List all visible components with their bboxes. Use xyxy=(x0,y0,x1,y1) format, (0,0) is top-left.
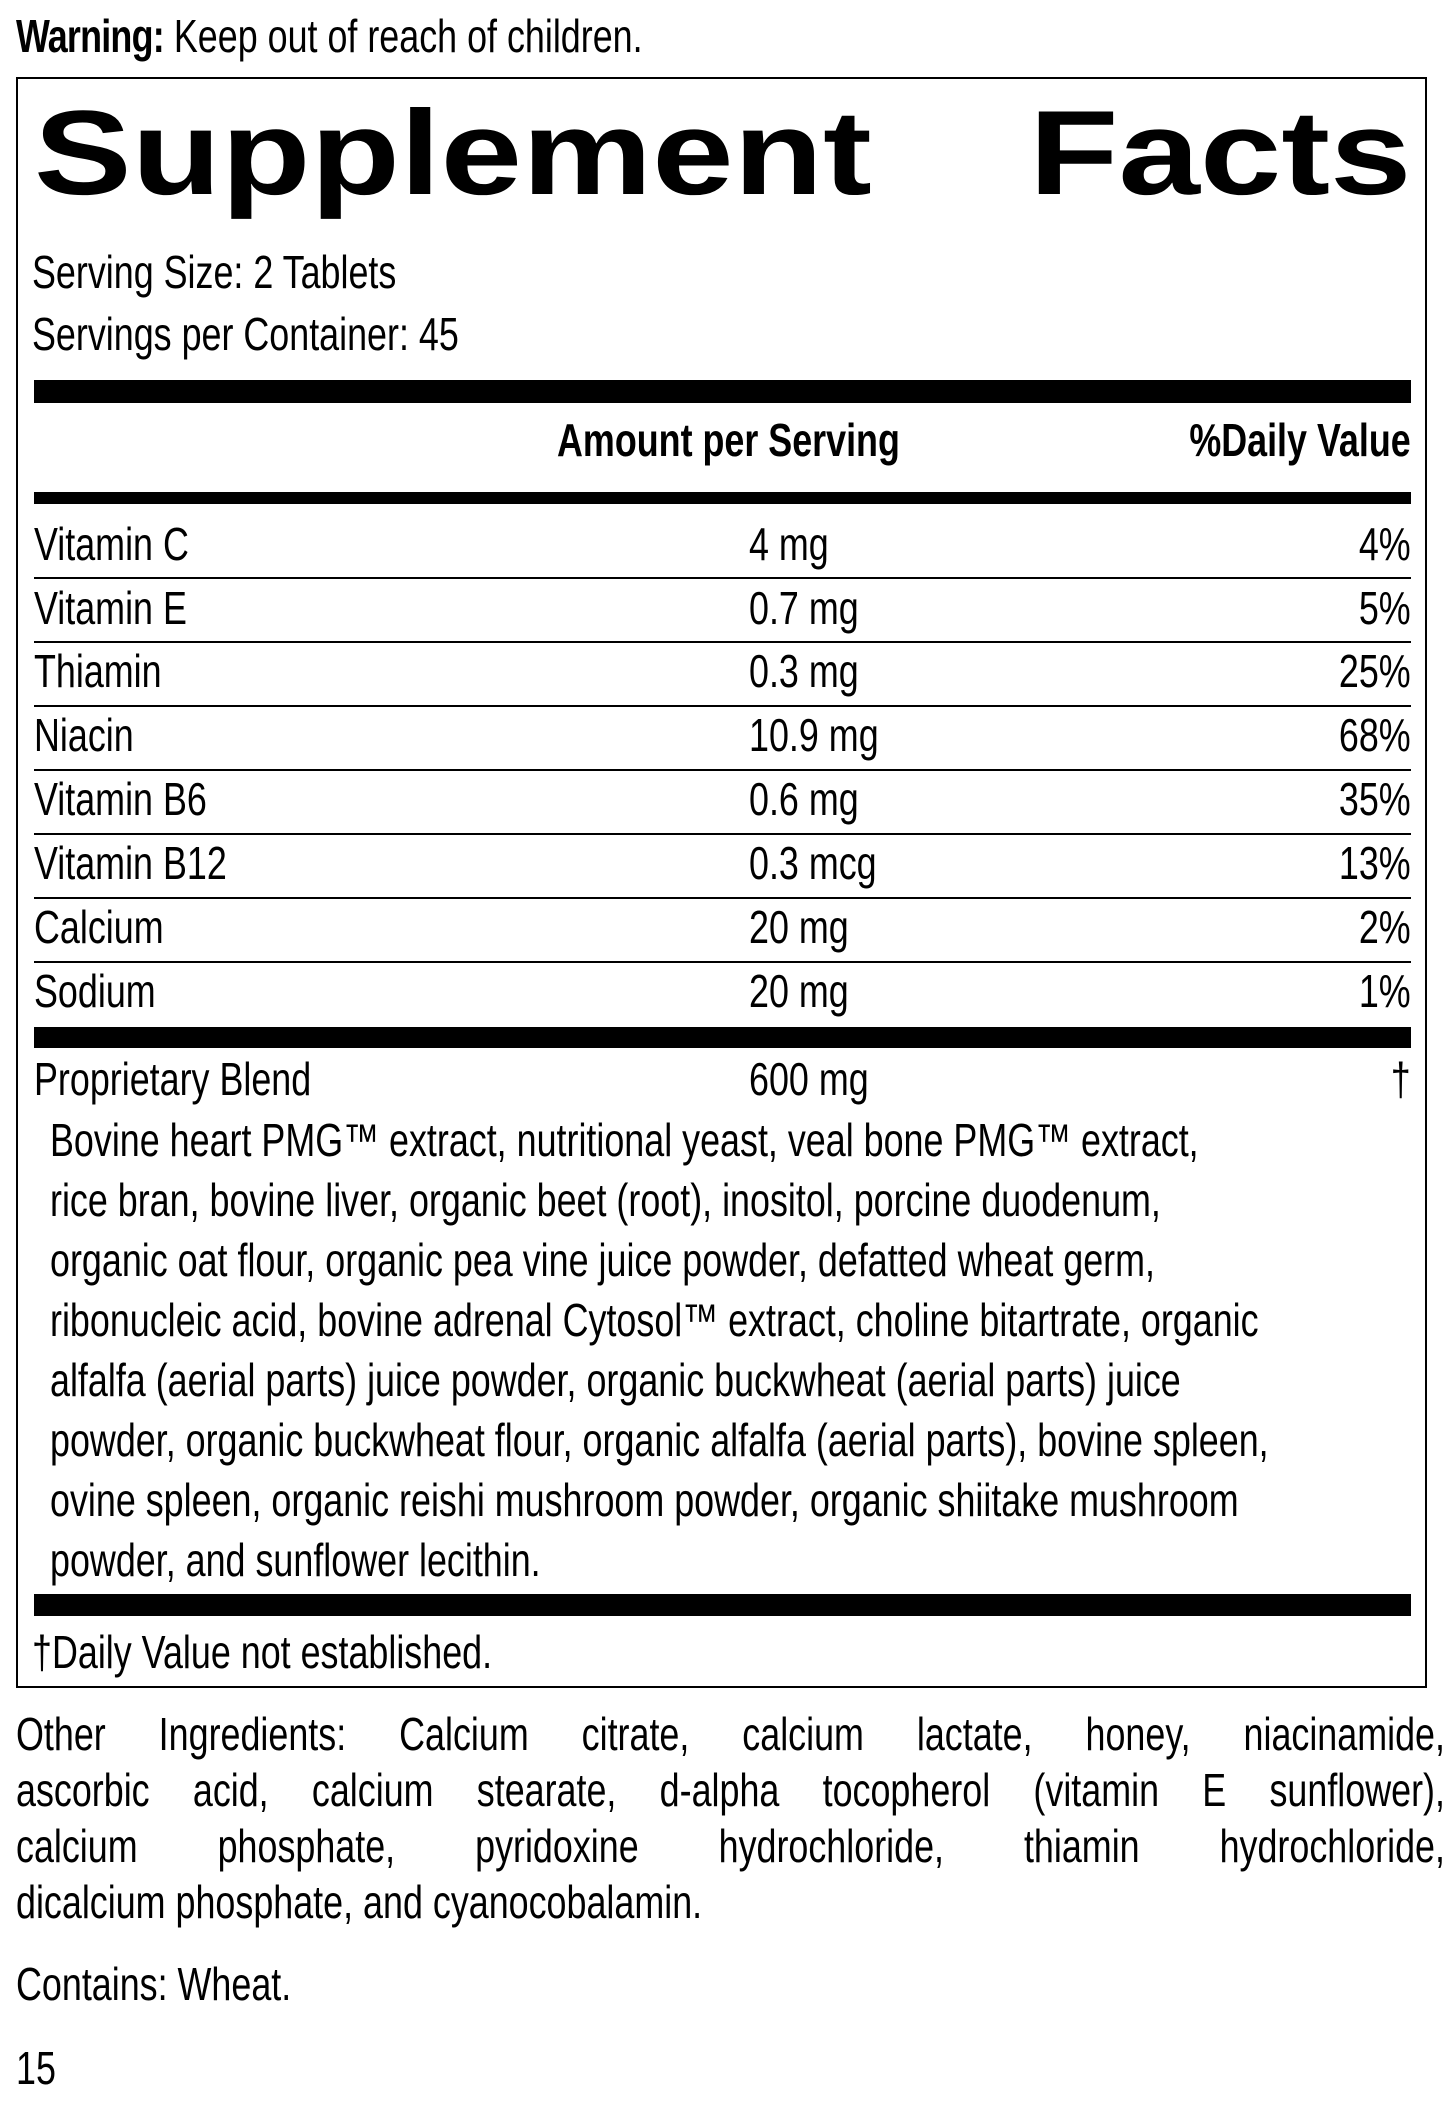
blend-name: Proprietary Blend xyxy=(34,1053,312,1105)
blend-ingredient-line: Bovine heart PMG™ extract, nutritional y… xyxy=(50,1114,1199,1166)
warning-text: Keep out of reach of children. xyxy=(163,10,643,62)
nutrient-amount: 0.6 mg xyxy=(749,773,859,825)
warning-label: Warning: xyxy=(16,10,165,62)
nutrient-row: Calcium 20 mg 2% xyxy=(34,899,1411,959)
nutrient-name: Calcium xyxy=(34,901,164,953)
nutrient-name: Vitamin B6 xyxy=(34,773,207,825)
blend-ingredient-line: ovine spleen, organic reishi mushroom po… xyxy=(50,1474,1239,1526)
nutrient-amount: 10.9 mg xyxy=(749,709,879,761)
nutrient-row: Niacin 10.9 mg 68% xyxy=(34,707,1411,767)
nutrient-row: Thiamin 0.3 mg 25% xyxy=(34,643,1411,703)
nutrient-name: Thiamin xyxy=(34,645,162,697)
blend-ingredient-line: alfalfa (aerial parts) juice powder, org… xyxy=(50,1354,1181,1406)
nutrient-dv: 1% xyxy=(1358,965,1411,1017)
allergen-statement: Contains: Wheat. xyxy=(16,1958,292,2010)
nutrient-name: Niacin xyxy=(34,709,134,761)
other-ingredients-line: dicalcium phosphate, and cyanocobalamin. xyxy=(16,1876,703,1928)
row-divider xyxy=(34,641,1411,643)
nutrient-name: Vitamin C xyxy=(34,518,189,570)
nutrient-row: Sodium 20 mg 1% xyxy=(34,963,1411,1023)
supplement-facts-panel xyxy=(16,77,1427,1688)
title-word-facts: Facts xyxy=(1028,86,1411,220)
other-ingredients-line: Other Ingredients: Calcium citrate, calc… xyxy=(16,1708,1445,1760)
nutrient-dv: 2% xyxy=(1358,901,1411,953)
nutrient-row: Vitamin B12 0.3 mcg 13% xyxy=(34,835,1411,895)
nutrient-amount: 0.7 mg xyxy=(749,582,859,634)
blend-ingredient-line: rice bran, bovine liver, organic beet (r… xyxy=(50,1174,1161,1226)
nutrient-dv: 13% xyxy=(1338,837,1411,889)
blend-ingredient-line: ribonucleic acid, bovine adrenal Cytosol… xyxy=(50,1294,1259,1346)
nutrient-row: Vitamin E 0.7 mg 5% xyxy=(34,580,1411,640)
row-divider xyxy=(34,833,1411,835)
serving-size: Serving Size: 2 Tablets xyxy=(32,246,397,298)
nutrient-name: Vitamin E xyxy=(34,582,187,634)
footnote: †Daily Value not established. xyxy=(32,1626,493,1678)
nutrient-dv: 4% xyxy=(1358,518,1411,570)
panel-title: Supplement Facts xyxy=(34,88,1411,218)
nutrient-row: Vitamin C 4 mg 4% xyxy=(34,516,1411,576)
nutrient-dv: 35% xyxy=(1338,773,1411,825)
row-divider xyxy=(34,769,1411,771)
nutrient-name: Sodium xyxy=(34,965,156,1017)
nutrient-amount: 20 mg xyxy=(749,965,849,1017)
row-divider xyxy=(34,577,1411,579)
amount-header: Amount per Serving xyxy=(557,414,900,466)
blend-ingredient-line: powder, organic buckwheat flour, organic… xyxy=(50,1414,1269,1466)
title-word-supplement: Supplement xyxy=(34,86,872,220)
thick-divider xyxy=(34,380,1411,403)
thick-divider xyxy=(34,1594,1411,1616)
row-divider xyxy=(34,961,1411,963)
nutrient-dv: 68% xyxy=(1338,709,1411,761)
warning: Warning: Keep out of reach of children. xyxy=(16,8,643,64)
blend-dv: † xyxy=(1390,1053,1411,1105)
nutrient-amount: 0.3 mcg xyxy=(749,837,877,889)
thick-divider xyxy=(34,1027,1411,1048)
nutrient-dv: 25% xyxy=(1338,645,1411,697)
blend-amount: 600 mg xyxy=(749,1053,869,1105)
proprietary-blend-row: Proprietary Blend 600 mg † xyxy=(34,1051,1411,1111)
nutrient-amount: 4 mg xyxy=(749,518,829,570)
blend-ingredient-line: powder, and sunflower lecithin. xyxy=(50,1534,541,1586)
nutrient-amount: 20 mg xyxy=(749,901,849,953)
medium-divider xyxy=(34,492,1411,504)
other-ingredients-line: calcium phosphate, pyridoxine hydrochlor… xyxy=(16,1820,1445,1872)
page-number: 15 xyxy=(16,2042,56,2094)
column-header: Amount per Serving %Daily Value xyxy=(34,412,1411,472)
nutrient-dv: 5% xyxy=(1358,582,1411,634)
row-divider xyxy=(34,897,1411,899)
nutrient-name: Vitamin B12 xyxy=(34,837,227,889)
nutrient-row: Vitamin B6 0.6 mg 35% xyxy=(34,771,1411,831)
daily-value-header: %Daily Value xyxy=(1189,414,1411,466)
other-ingredients-line: ascorbic acid, calcium stearate, d-alpha… xyxy=(16,1764,1445,1816)
nutrient-amount: 0.3 mg xyxy=(749,645,859,697)
row-divider xyxy=(34,705,1411,707)
servings-per-container: Servings per Container: 45 xyxy=(32,308,459,360)
blend-ingredient-line: organic oat flour, organic pea vine juic… xyxy=(50,1234,1155,1286)
